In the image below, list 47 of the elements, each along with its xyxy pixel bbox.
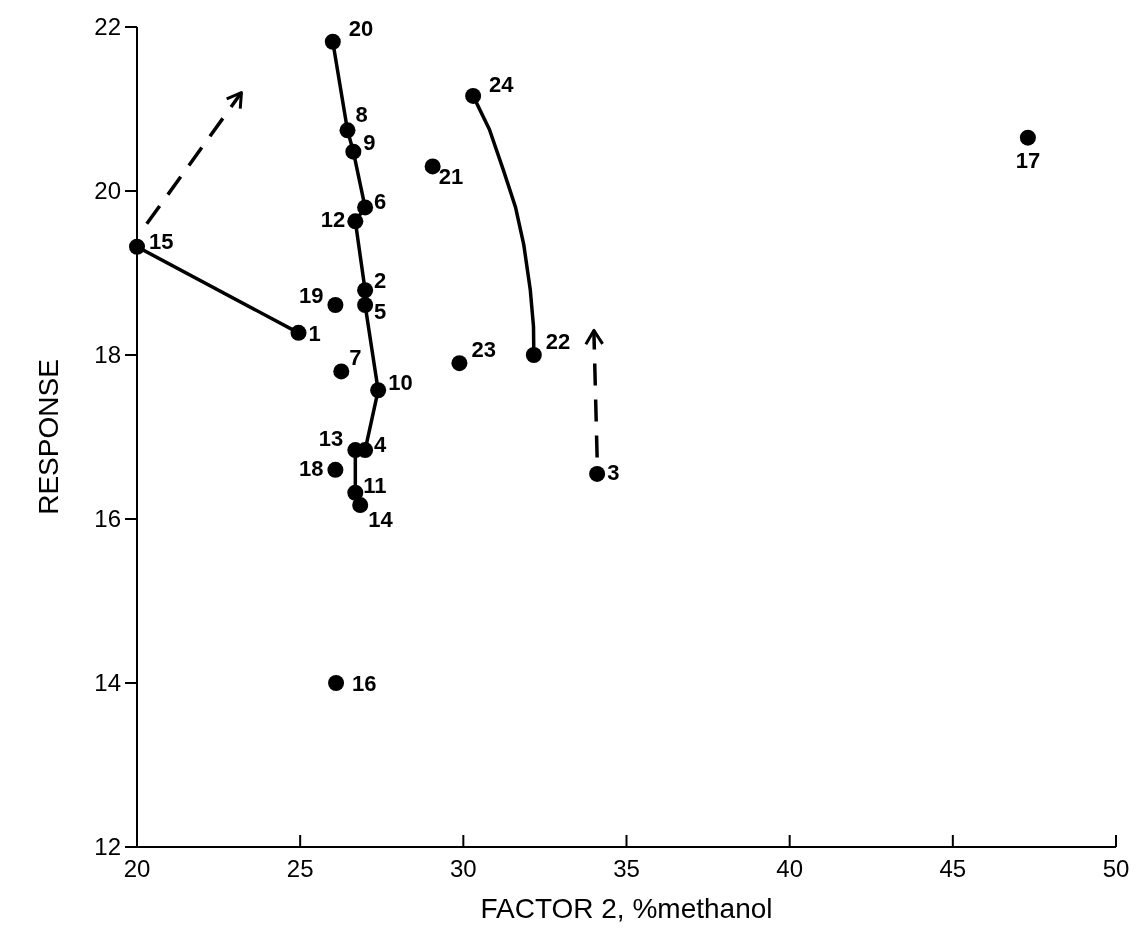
y-tick-label: 22 — [94, 13, 121, 40]
annotation: 24 — [489, 71, 515, 97]
annotation: 7 — [349, 345, 362, 371]
x-tick-label: 20 — [123, 855, 151, 882]
x-tick-label: 50 — [1102, 855, 1130, 882]
annotation: 20 — [348, 15, 374, 41]
annotation: 6 — [374, 189, 387, 215]
y-tick-label: 14 — [94, 669, 121, 696]
annotation: 2 — [374, 268, 387, 294]
y-tick-label: 12 — [94, 833, 121, 860]
point — [327, 461, 344, 478]
annotation: 13 — [318, 426, 344, 452]
annotation: 8 — [355, 102, 368, 128]
y-tick-label: 16 — [94, 505, 121, 532]
annotation: 18 — [298, 455, 324, 481]
x-tick-label: 45 — [939, 855, 967, 882]
x-tick-label: 25 — [286, 855, 314, 882]
annotation: 3 — [607, 459, 620, 485]
point — [451, 355, 468, 372]
annotation: 22 — [545, 329, 571, 354]
annotation: 17 — [1015, 147, 1041, 173]
point — [424, 158, 441, 175]
annotation: 9 — [363, 129, 376, 155]
annotation: 10 — [388, 370, 413, 396]
annotation: 14 — [368, 507, 394, 533]
annotation: 23 — [471, 337, 496, 363]
x-axis-title: FACTOR 2, %methanol — [480, 893, 773, 924]
annotation: 21 — [438, 164, 464, 190]
point — [1019, 129, 1036, 146]
annotation: 16 — [352, 671, 377, 696]
annotation: 11 — [363, 472, 387, 498]
point — [328, 675, 345, 691]
annotation: 19 — [298, 282, 324, 308]
point — [327, 296, 344, 313]
y-tick-label: 20 — [94, 177, 121, 204]
annotation: 1 — [308, 320, 321, 346]
point — [589, 465, 606, 482]
x-tick-label: 40 — [776, 855, 804, 882]
y-tick-label: 18 — [94, 341, 121, 368]
y-axis-title: RESPONSE — [33, 359, 64, 515]
annotation: 4 — [374, 432, 388, 458]
annotation: 15 — [149, 228, 174, 254]
x-tick-label: 30 — [449, 855, 477, 882]
annotation: 5 — [374, 298, 387, 324]
point — [333, 363, 350, 380]
annotation: 12 — [320, 207, 346, 233]
x-tick-label: 35 — [613, 855, 640, 882]
